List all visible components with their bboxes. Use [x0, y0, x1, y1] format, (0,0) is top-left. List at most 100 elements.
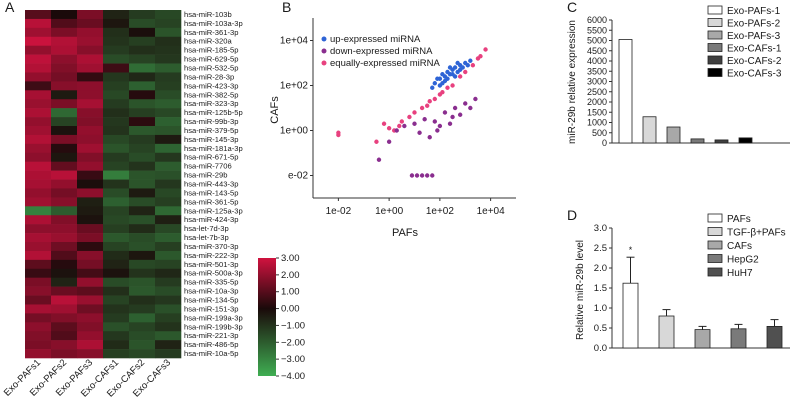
heatmap-cell	[51, 331, 78, 341]
heatmap-cell	[103, 72, 130, 82]
heatmap-cell	[77, 179, 104, 189]
heatmap-cell	[51, 250, 78, 261]
heatmap-cell	[103, 63, 130, 73]
bar-chart-d: Relative miR-29b level 0.0 0.5 1.0 1.5 2.0 2.…	[575, 213, 790, 354]
scatter-point	[450, 83, 455, 88]
bard-legend-label: TGF-β+PAFs	[727, 228, 786, 239]
scatter-point	[483, 47, 488, 52]
scatter-y-tick-label: 1e+00	[280, 126, 309, 137]
heatmap-cell	[103, 90, 130, 100]
heatmap-row-label: hsa-miR-199b-3p	[184, 322, 243, 331]
heatmap-row-label: hsa-miR-221-3p	[184, 331, 238, 340]
panel-label-a: A	[5, 0, 15, 15]
heatmap-row-label: hsa-miR-99b-3p	[184, 117, 238, 126]
bard-bar	[622, 282, 639, 349]
scatter-point	[432, 96, 437, 102]
bard-bar	[766, 325, 783, 349]
scatter-point	[422, 117, 427, 122]
heatmap-cell	[155, 206, 182, 216]
heatmap-cell	[25, 54, 52, 64]
heatmap-cell	[51, 90, 78, 100]
heatmap-cell	[51, 134, 78, 145]
heatmap-cell	[103, 108, 130, 118]
heatmap-cell	[129, 277, 156, 287]
heatmap-cell	[129, 63, 156, 73]
heatmap-column-labels: Exo-PAFs1Exo-PAFs2Exo-PAFs3Exo-CAFs1Exo-…	[2, 357, 173, 399]
heatmap-cell	[77, 313, 104, 323]
colorbar-tick-label: −2.00	[281, 337, 305, 348]
scatter-point	[445, 76, 450, 81]
panel-label-d: D	[567, 207, 577, 223]
heatmap-row-label: hsa-miR-103a-3p	[184, 19, 243, 28]
heatmap-cell	[103, 322, 130, 332]
heatmap-cell	[129, 152, 156, 162]
heatmap-row-label: hsa-miR-424-3p	[184, 215, 238, 224]
heatmap-cell	[129, 126, 156, 136]
scatter-legend-label: up-expressed miRNA	[330, 34, 421, 45]
heatmap-cell	[103, 259, 130, 270]
heatmap-row-label: hsa-miR-361-3p	[184, 28, 238, 37]
heatmap-row-label: hsa-miR-145-3p	[184, 135, 238, 144]
heatmap-cell	[129, 72, 156, 82]
heatmap-cell	[25, 36, 52, 46]
heatmap-cell	[129, 179, 156, 189]
scatter-point	[386, 126, 392, 131]
bard-y-tick-label: 3.0	[594, 223, 607, 234]
heatmap-cell	[103, 18, 130, 29]
bard-y-tick-label: 0.5	[594, 323, 607, 334]
heatmap-cell	[25, 134, 52, 145]
heatmap-cell	[77, 134, 104, 145]
heatmap-cell	[103, 117, 130, 127]
bard-legend-swatch	[707, 227, 723, 236]
heatmap-cell	[103, 304, 130, 314]
heatmap-cell	[25, 206, 52, 216]
bar-chart-c: miR-29b relative expression 050010001500…	[567, 5, 790, 148]
heatmap-cell	[129, 259, 156, 270]
heatmap-row-label: hsa-miR-361-5p	[184, 197, 238, 206]
heatmap-cell	[103, 143, 130, 154]
heatmap-cell	[25, 233, 52, 243]
heatmap-row-label: hsa-miR-10a-5p	[184, 349, 238, 358]
heatmap-row-label: hsa-miR-323-3p	[184, 99, 238, 108]
heatmap	[25, 10, 182, 359]
heatmap-cell	[129, 322, 156, 332]
heatmap-cell	[129, 143, 156, 154]
heatmap-cell	[155, 233, 182, 243]
heatmap-cell	[129, 18, 156, 29]
scatter-point	[457, 112, 463, 117]
heatmap-cell	[51, 304, 78, 314]
heatmap-cell	[129, 242, 156, 252]
heatmap-cell	[25, 295, 52, 305]
heatmap-cell	[129, 36, 156, 46]
heatmap-cell	[25, 340, 52, 350]
scatter-point	[450, 114, 455, 120]
colorbar-ticks: 3.00 2.00 1.00 0.00 −1.00 −2.00 −3.00 −4.00	[276, 253, 305, 382]
heatmap-cell	[51, 143, 78, 154]
heatmap-cell	[25, 197, 52, 207]
heatmap-cell	[77, 277, 104, 287]
heatmap-row-label: hsa-miR-222-3p	[184, 251, 238, 260]
heatmap-cell	[129, 295, 156, 305]
barc-bar	[642, 116, 657, 144]
scatter-point	[430, 85, 435, 90]
heatmap-row-label: hsa-miR-532-5p	[184, 63, 238, 72]
heatmap-row-label: hsa-miR-379-5p	[184, 126, 238, 135]
scatter-y-tick-label: 1e+04	[280, 36, 309, 47]
scatter-y-tick-label: 1e+02	[280, 81, 309, 92]
barc-legend-label: Exo-CAFs-2	[727, 56, 782, 67]
heatmap-row-label: hsa-let-7b-3p	[184, 233, 229, 242]
heatmap-cell	[51, 27, 78, 38]
heatmap-cell	[51, 45, 78, 55]
barc-y-tick-label: 1000	[587, 118, 607, 128]
scatter-point	[447, 65, 453, 70]
heatmap-cell	[77, 126, 104, 136]
heatmap-cell	[155, 134, 182, 145]
scatter-xlabel: PAFs	[392, 227, 419, 239]
heatmap-cell	[129, 313, 156, 323]
heatmap-cell	[77, 286, 104, 296]
heatmap-cell	[155, 340, 182, 350]
colorbar-tick-label: −4.00	[281, 371, 305, 382]
heatmap-cell	[51, 215, 78, 225]
heatmap-cell	[129, 90, 156, 100]
heatmap-row-label: hsa-miR-143-5p	[184, 188, 238, 197]
